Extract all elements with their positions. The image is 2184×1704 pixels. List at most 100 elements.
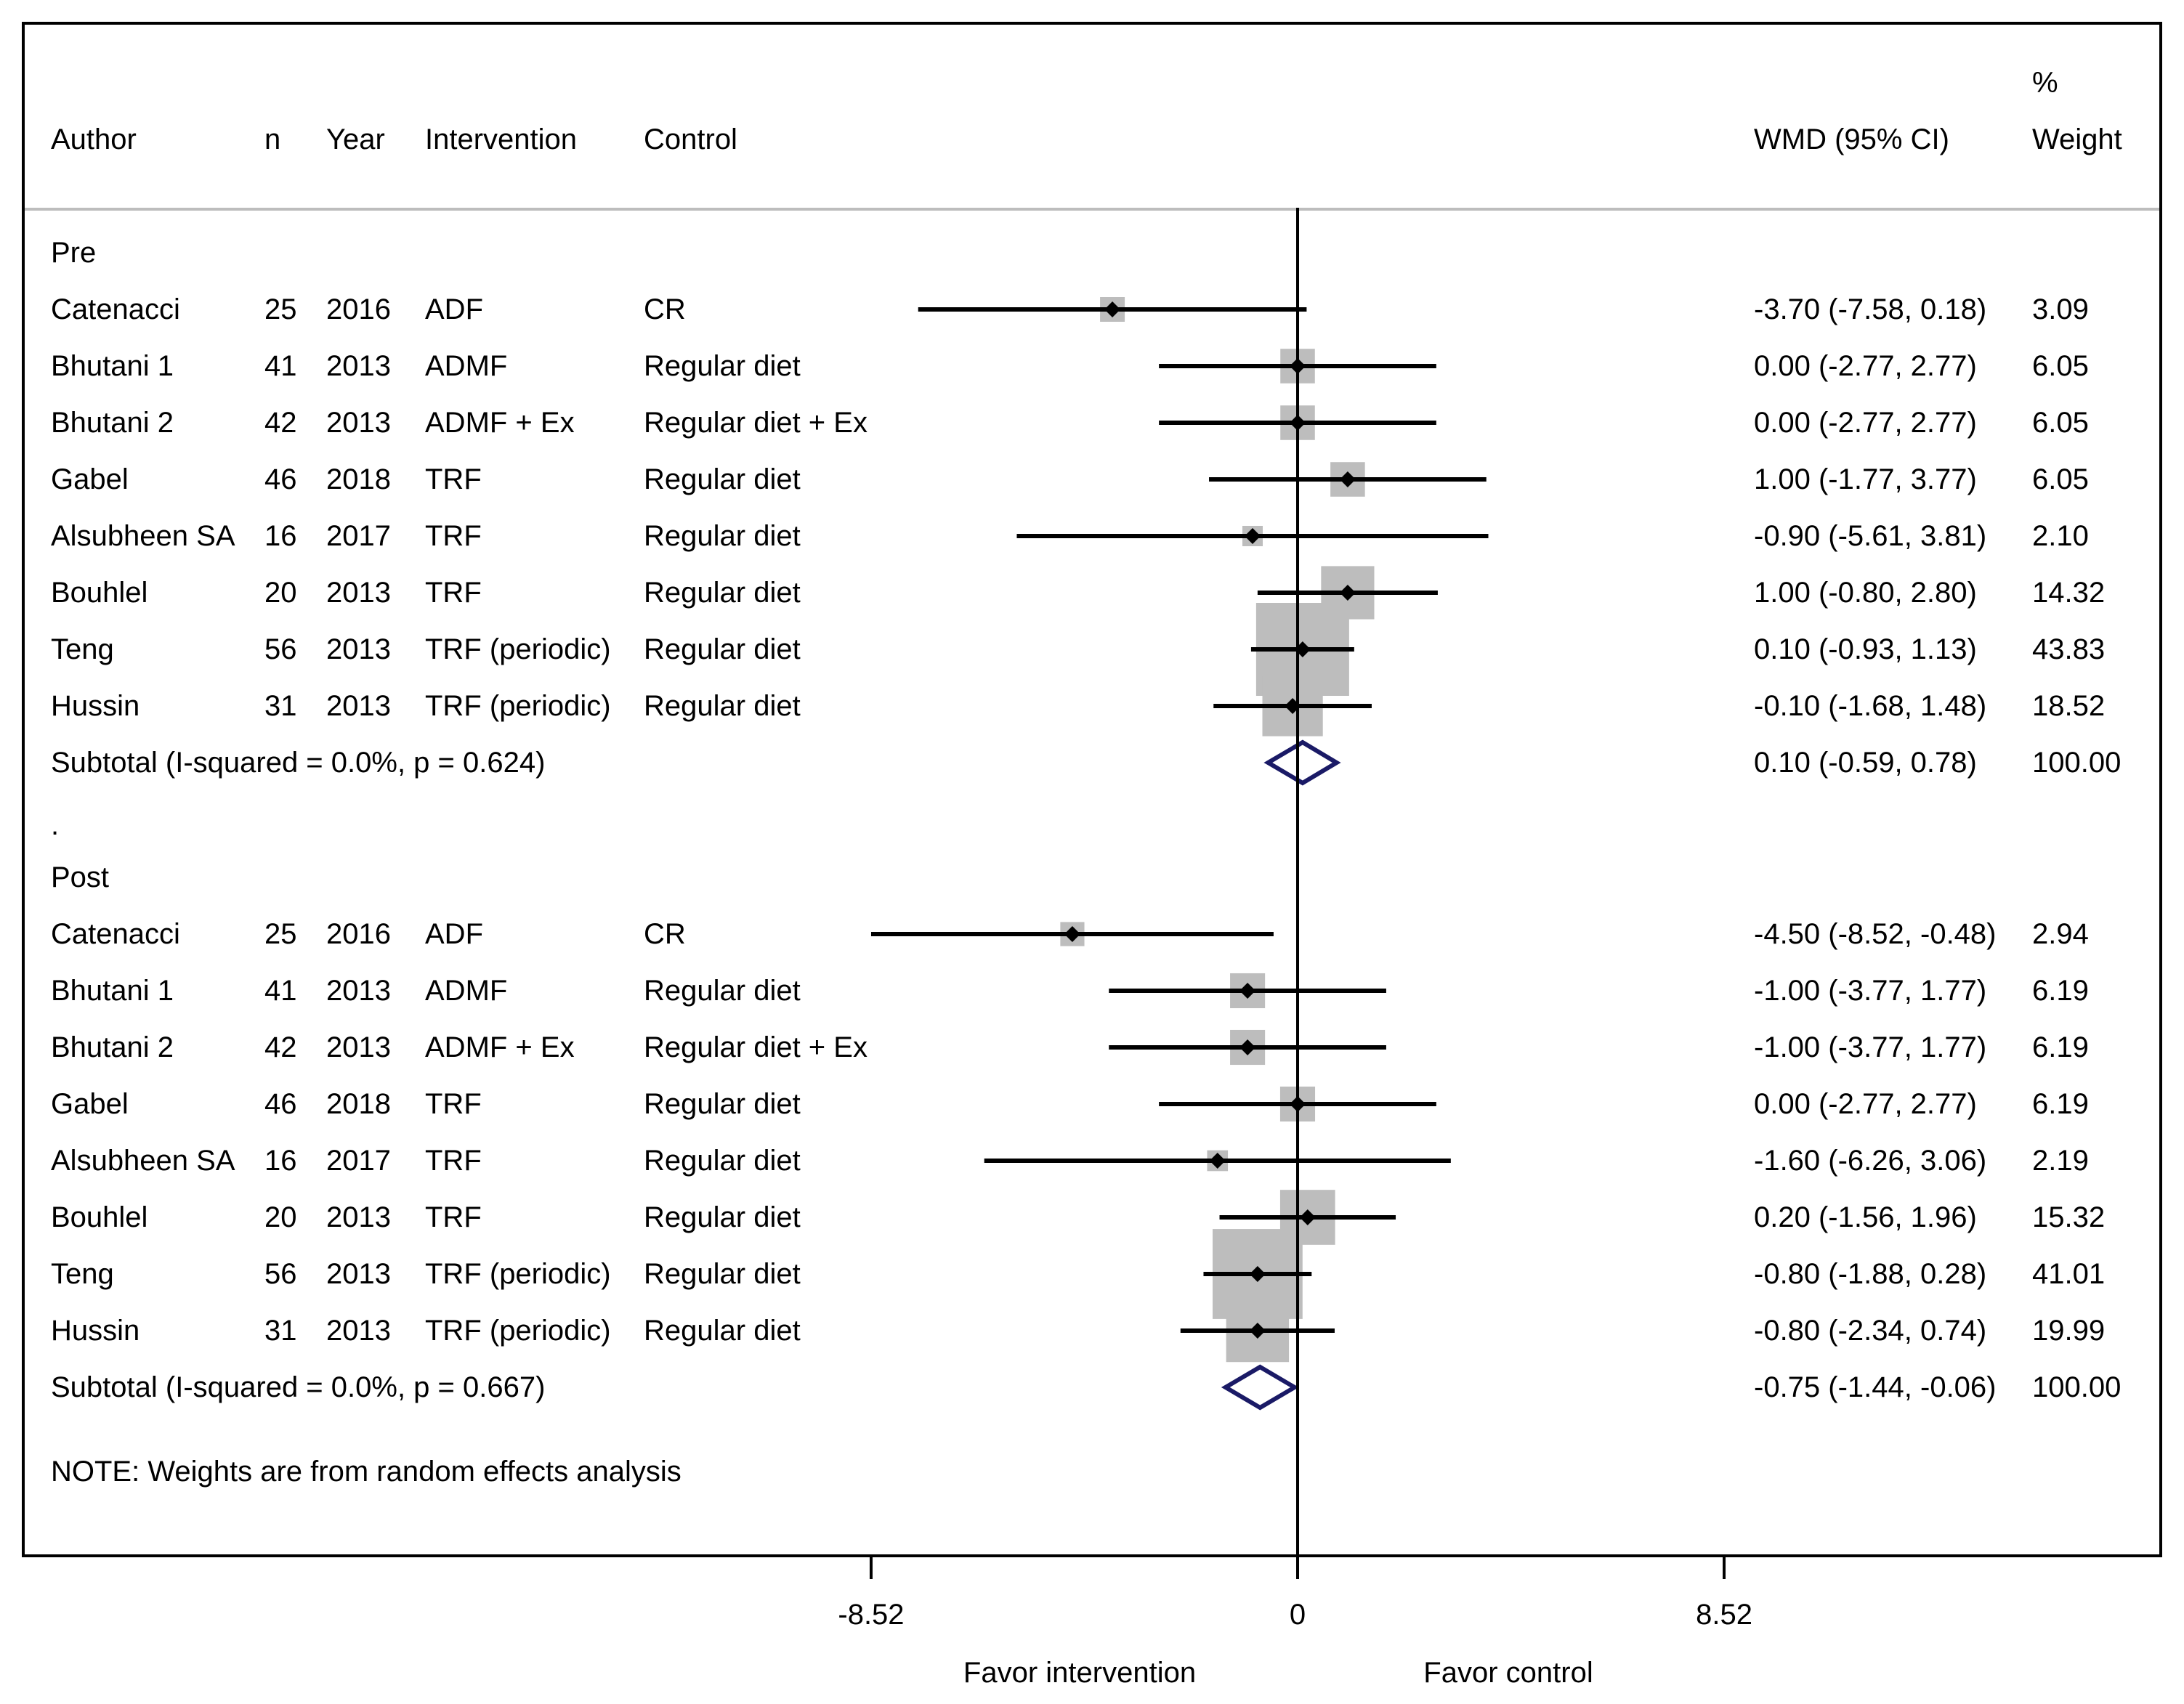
study-weight: 2.10 — [2032, 520, 2089, 552]
study-weight: 6.19 — [2032, 1031, 2089, 1063]
study-n: 16 — [264, 1145, 297, 1177]
study-n: 56 — [264, 1258, 297, 1290]
subtotal-label: Subtotal (I-squared = 0.0%, p = 0.624) — [51, 747, 546, 779]
study-intervention: ADMF + Ex — [425, 1031, 575, 1063]
study-n: 16 — [264, 520, 297, 552]
study-weight: 18.52 — [2032, 690, 2106, 722]
study-weight: 14.32 — [2032, 577, 2106, 609]
study-control: Regular diet — [644, 633, 801, 665]
study-point — [1249, 1323, 1266, 1339]
study-control: CR — [644, 918, 686, 950]
subtotal-label: Subtotal (I-squared = 0.0%, p = 0.667) — [51, 1371, 546, 1403]
study-intervention: TRF (periodic) — [425, 633, 611, 665]
study-control: Regular diet — [644, 1258, 801, 1290]
subtotal-diamond — [1263, 739, 1341, 786]
study-ci: -1.00 (-3.77, 1.77) — [1754, 1031, 1987, 1063]
subtotal-ci: -0.75 (-1.44, -0.06) — [1754, 1371, 1997, 1403]
study-point — [1209, 1153, 1226, 1169]
study-intervention: ADMF — [425, 975, 508, 1007]
study-intervention: ADMF — [425, 350, 508, 382]
study-control: Regular diet — [644, 577, 801, 609]
study-intervention: ADMF + Ex — [425, 407, 575, 439]
study-intervention: TRF — [425, 1088, 482, 1120]
study-ci: -0.90 (-5.61, 3.81) — [1754, 520, 1987, 552]
study-intervention: TRF (periodic) — [425, 1258, 611, 1290]
study-ci: -3.70 (-7.58, 0.18) — [1754, 293, 1987, 325]
study-year: 2017 — [326, 1145, 391, 1177]
study-author: Catenacci — [51, 918, 180, 950]
study-weight: 3.09 — [2032, 293, 2089, 325]
study-weight: 6.05 — [2032, 463, 2089, 495]
study-weight: 2.19 — [2032, 1145, 2089, 1177]
study-ci: 0.00 (-2.77, 2.77) — [1754, 407, 1977, 439]
study-year: 2013 — [326, 1258, 391, 1290]
group-label: Pre — [51, 237, 97, 269]
study-year: 2018 — [326, 1088, 391, 1120]
study-year: 2013 — [326, 975, 391, 1007]
study-weight: 6.05 — [2032, 407, 2089, 439]
study-weight: 15.32 — [2032, 1201, 2106, 1233]
study-ci: -1.60 (-6.26, 3.06) — [1754, 1145, 1987, 1177]
study-weight: 6.05 — [2032, 350, 2089, 382]
study-n: 56 — [264, 633, 297, 665]
study-year: 2013 — [326, 407, 391, 439]
study-n: 20 — [264, 577, 297, 609]
study-control: Regular diet — [644, 350, 801, 382]
study-point — [1339, 471, 1356, 487]
study-author: Hussin — [51, 690, 140, 722]
study-point — [1064, 926, 1080, 942]
subtotal-ci: 0.10 (-0.59, 0.78) — [1754, 747, 1977, 779]
study-author: Catenacci — [51, 293, 180, 325]
study-year: 2013 — [326, 690, 391, 722]
study-ci: 0.20 (-1.56, 1.96) — [1754, 1201, 1977, 1233]
study-author: Alsubheen SA — [51, 520, 235, 552]
study-control: Regular diet + Ex — [644, 1031, 867, 1063]
study-author: Teng — [51, 633, 114, 665]
study-n: 42 — [264, 1031, 297, 1063]
header-intervention: Intervention — [425, 123, 578, 155]
study-n: 31 — [264, 1315, 297, 1347]
plot-frame — [22, 22, 2162, 1557]
header-wmd: WMD (95% CI) — [1754, 123, 1949, 155]
study-n: 42 — [264, 407, 297, 439]
study-author: Bhutani 2 — [51, 1031, 174, 1063]
study-year: 2013 — [326, 633, 391, 665]
study-ci: 1.00 (-1.77, 3.77) — [1754, 463, 1977, 495]
header-weight: Weight — [2032, 123, 2122, 155]
subtotal-diamond — [1221, 1364, 1299, 1411]
study-author: Bhutani 2 — [51, 407, 174, 439]
study-weight: 6.19 — [2032, 1088, 2089, 1120]
study-weight: 43.83 — [2032, 633, 2106, 665]
study-weight: 2.94 — [2032, 918, 2089, 950]
study-ci: 0.00 (-2.77, 2.77) — [1754, 1088, 1977, 1120]
study-intervention: ADF — [425, 918, 483, 950]
x-tick-label: 8.52 — [1696, 1599, 1752, 1631]
study-weight: 41.01 — [2032, 1258, 2106, 1290]
analysis-note: NOTE: Weights are from random effects an… — [51, 1456, 682, 1488]
study-control: Regular diet — [644, 1088, 801, 1120]
study-control: Regular diet — [644, 1315, 801, 1347]
study-year: 2013 — [326, 350, 391, 382]
study-year: 2013 — [326, 1315, 391, 1347]
study-n: 46 — [264, 1088, 297, 1120]
study-control: Regular diet — [644, 1145, 801, 1177]
header-rule — [25, 208, 2159, 211]
study-n: 31 — [264, 690, 297, 722]
study-author: Gabel — [51, 1088, 129, 1120]
study-n: 41 — [264, 975, 297, 1007]
study-ci: -1.00 (-3.77, 1.77) — [1754, 975, 1987, 1007]
study-intervention: ADF — [425, 293, 483, 325]
study-ci: 0.00 (-2.77, 2.77) — [1754, 350, 1977, 382]
study-ci: -4.50 (-8.52, -0.48) — [1754, 918, 1997, 950]
study-intervention: TRF (periodic) — [425, 690, 611, 722]
study-author: Bouhlel — [51, 577, 148, 609]
study-intervention: TRF (periodic) — [425, 1315, 611, 1347]
study-control: Regular diet — [644, 463, 801, 495]
study-ci: -0.10 (-1.68, 1.48) — [1754, 690, 1987, 722]
study-intervention: TRF — [425, 577, 482, 609]
x-tick-label: -8.52 — [838, 1599, 904, 1631]
study-author: Teng — [51, 1258, 114, 1290]
study-control: CR — [644, 293, 686, 325]
study-year: 2018 — [326, 463, 391, 495]
